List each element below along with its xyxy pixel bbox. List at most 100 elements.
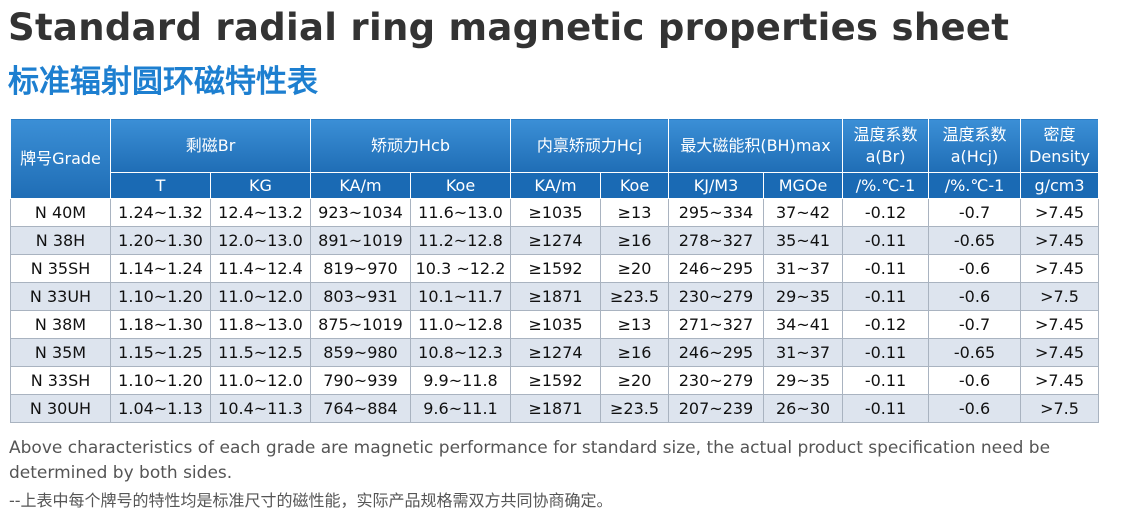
cell: 295~334 [668,198,764,227]
header-cell: 温度系数 a(Hcj) [928,118,1022,173]
cell: 230~279 [668,366,764,395]
header-row: 牌号Grade 剩磁Br 矫顽力Hcb 内禀矫顽力Hcj 最大磁能积(BH)max 温度系… [10,118,1100,199]
cell: N 38M [10,310,111,339]
header-cell: 矫顽力Hcb [310,118,511,173]
cell: 31~37 [762,254,844,283]
cell: 35~41 [762,226,844,255]
cell: >7.45 [1020,366,1100,395]
unit-row: T KG KA/m Koe KA/m Koe KJ/M3 MGOe/%.℃-1/%.℃-1 g/… [11,172,1100,199]
subtitle: 标准辐射圆环磁特性表 [8,64,318,100]
cell: 37~42 [762,198,844,227]
header-cell: 内禀矫顽力Hcj [510,118,669,173]
note-en: Above characteristics of each grade are … [9,438,1051,483]
cell: N 38H [10,226,111,255]
unit-cell: KJ/M3 [668,172,764,199]
cell: ≥16 [600,338,669,367]
cell: 10.1~11.7 [410,282,511,311]
cell: 11.5~12.5 [210,338,311,367]
header-cell: 温度系数 a(Br) [842,118,930,173]
cell: N 33UH [10,282,111,311]
cell: >7.45 [1020,198,1100,227]
data-row: N 35SH 1.14~1.24 11.4~12.4 819~970 10.3 ~12.… [10,254,1100,283]
header-cell: 最大磁能积(BH)max [667,118,844,173]
cell: ≥1035 [510,198,601,227]
header-cell: 牌号Grade [10,118,111,199]
cell: ≥13 [600,198,669,227]
cell: 34~41 [762,310,844,339]
cell: ≥1871 [510,394,601,423]
note-zh: --上表中每个牌号的特性均是标准尺寸的磁性能，实际产品规格需双方共同协商确定。 [9,491,613,510]
cell: 764~884 [310,394,411,423]
cell: N 35SH [10,254,111,283]
title: Standard radial ring magnetic properties… [8,6,1010,49]
cell: 9.6~11.1 [410,394,511,423]
cell: 207~239 [668,394,764,423]
cell: 11.4~12.4 [210,254,311,283]
data-row: N 38H 1.20~1.30 12.0~13.0 891~1019 11.2~12.8… [10,226,1100,255]
cell: N 30UH [10,394,111,423]
cell: -0.12 [842,310,930,339]
cell: 278~327 [668,226,764,255]
cell: ≥16 [600,226,669,255]
cell: 29~35 [762,282,844,311]
properties-table: 牌号Grade 剩磁Br 矫顽力Hcb 内禀矫顽力Hcj 最大磁能积(BH)max 温度系… [10,118,1100,423]
cell: 11.6~13.0 [410,198,511,227]
cell: 10.3 ~12.2 [410,254,511,283]
cell: 1.20~1.30 [110,226,211,255]
unit-cell: KG [210,172,311,199]
cell: ≥1274 [510,226,601,255]
cell: N 40M [10,198,111,227]
cell: -0.65 [928,226,1022,255]
cell: 1.24~1.32 [110,198,211,227]
cell: -0.65 [928,338,1022,367]
data-row: N 30UH 1.04~1.13 10.4~11.3 764~884 9.6~11.1 ≥… [10,394,1100,423]
cell: 230~279 [668,282,764,311]
cell: -0.6 [928,394,1022,423]
cell: N 33SH [10,366,111,395]
cell: 1.10~1.20 [110,366,211,395]
unit-cell: Koe [600,172,669,199]
cell: -0.11 [842,226,930,255]
cell: -0.6 [928,254,1022,283]
cell: ≥1871 [510,282,601,311]
cell: 29~35 [762,366,844,395]
header-cell: 密度 Density [1020,118,1100,173]
cell: ≥20 [600,254,669,283]
cell: ≥1592 [510,366,601,395]
cell: ≥1035 [510,310,601,339]
cell: -0.11 [842,254,930,283]
cell: -0.11 [842,366,930,395]
cell: -0.6 [928,282,1022,311]
cell: 11.0~12.8 [410,310,511,339]
cell: 12.0~13.0 [210,226,311,255]
data-row: N 33SH 1.10~1.20 11.0~12.0 790~939 9.9~11.8 ≥… [10,366,1100,395]
cell: 803~931 [310,282,411,311]
cell: 9.9~11.8 [410,366,511,395]
cell: -0.6 [928,366,1022,395]
data-row: N 40M 1.24~1.32 12.4~13.2 923~1034 11.6~13.0… [10,198,1100,227]
cell: >7.45 [1020,226,1100,255]
cell: >7.5 [1020,282,1100,311]
cell: ≥1274 [510,338,601,367]
cell: -0.7 [928,198,1022,227]
cell: 1.18~1.30 [110,310,211,339]
cell: 246~295 [668,254,764,283]
cell: 12.4~13.2 [210,198,311,227]
cell: >7.45 [1020,338,1100,367]
cell: 875~1019 [310,310,411,339]
cell: 246~295 [668,338,764,367]
unit-cell: MGOe [762,172,844,199]
cell: >7.45 [1020,254,1100,283]
cell: 859~980 [310,338,411,367]
unit-cell: /%.℃-1 [842,172,930,199]
cell: 891~1019 [310,226,411,255]
cell: ≥23.5 [600,394,669,423]
cell: 11.0~12.0 [210,282,311,311]
cell: >7.5 [1020,394,1100,423]
cell: 1.10~1.20 [110,282,211,311]
cell: 10.8~12.3 [410,338,511,367]
unit-cell: Koe [410,172,511,199]
cell: 26~30 [762,394,844,423]
cell: 1.15~1.25 [110,338,211,367]
cell: 1.14~1.24 [110,254,211,283]
